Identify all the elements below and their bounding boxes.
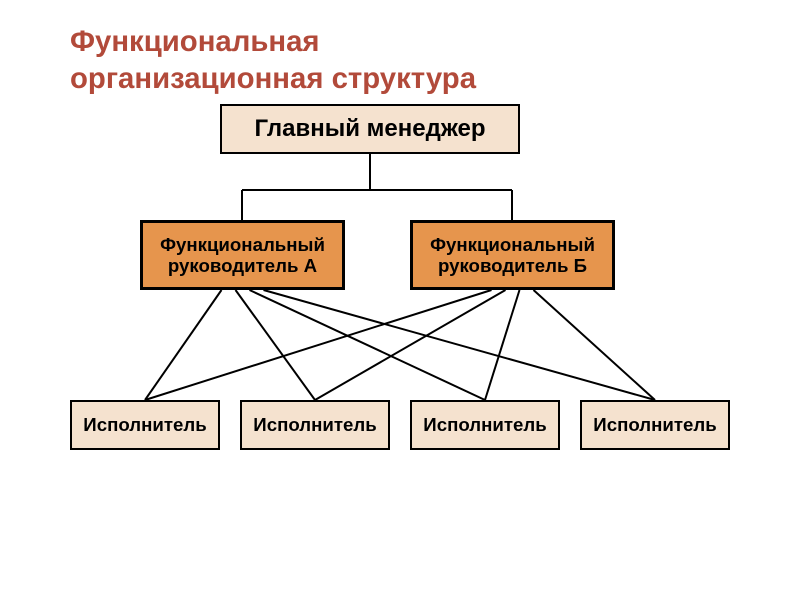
node-exec-2-label: Исполнитель bbox=[253, 414, 376, 435]
node-exec-1-label: Исполнитель bbox=[83, 414, 206, 435]
diagram-title: Функциональная организационная структура bbox=[70, 24, 490, 97]
diagram-title-line2: организационная структура bbox=[70, 62, 476, 95]
node-func-b-label: Функциональный руководитель Б bbox=[419, 234, 606, 277]
node-exec-3-label: Исполнитель bbox=[423, 414, 546, 435]
node-func-a: Функциональный руководитель А bbox=[140, 220, 345, 290]
node-root: Главный менеджер bbox=[220, 104, 520, 154]
node-exec-1: Исполнитель bbox=[70, 400, 220, 450]
node-exec-2: Исполнитель bbox=[240, 400, 390, 450]
node-root-label: Главный менеджер bbox=[254, 115, 485, 143]
node-exec-4: Исполнитель bbox=[580, 400, 730, 450]
node-func-b: Функциональный руководитель Б bbox=[410, 220, 615, 290]
node-exec-3: Исполнитель bbox=[410, 400, 560, 450]
diagram-title-line1: Функциональная bbox=[70, 25, 320, 58]
node-exec-4-label: Исполнитель bbox=[593, 414, 716, 435]
node-func-a-label: Функциональный руководитель А bbox=[149, 234, 336, 277]
